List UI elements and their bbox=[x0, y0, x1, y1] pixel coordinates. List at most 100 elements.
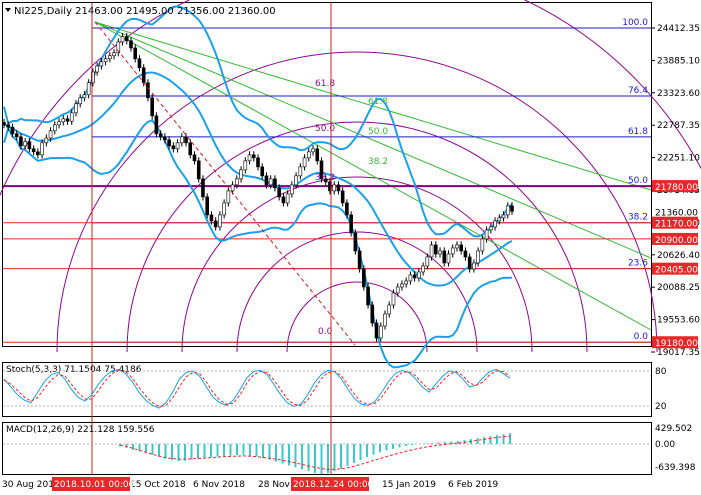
fib-level-label: 100.0 bbox=[622, 18, 648, 28]
time-axis-label: 15 Jan 2019 bbox=[382, 480, 436, 490]
price-tick-label: 19553.60 bbox=[657, 316, 700, 326]
candle-body bbox=[112, 52, 116, 57]
candle-body bbox=[251, 154, 256, 159]
candle-body bbox=[91, 71, 95, 84]
level-price-tag bbox=[652, 180, 698, 193]
candle-body bbox=[205, 196, 209, 216]
candle-body bbox=[501, 214, 506, 219]
candle-body bbox=[429, 244, 434, 258]
candle-body bbox=[472, 262, 476, 270]
current-price-tag bbox=[652, 205, 698, 218]
candle-body bbox=[19, 136, 23, 147]
candle-body bbox=[108, 55, 112, 60]
candle-body bbox=[171, 145, 176, 150]
candle-body bbox=[146, 82, 150, 99]
candle-body bbox=[489, 226, 493, 231]
candle-body bbox=[306, 151, 311, 159]
candle-body bbox=[124, 36, 129, 42]
time-axis-label: 15 Oct 2018 bbox=[130, 480, 186, 490]
main-pane-header: NI225,Daily 21463.00 21495.00 21356.00 2… bbox=[14, 6, 276, 17]
fib-arc-label: 50.0 bbox=[315, 124, 335, 134]
time-axis-label: 6 Nov 2018 bbox=[193, 480, 245, 490]
candle-body bbox=[421, 265, 425, 273]
candle-body bbox=[277, 187, 281, 198]
time-highlight-tag bbox=[291, 477, 369, 491]
candle-body bbox=[357, 250, 362, 270]
candle-body bbox=[27, 141, 32, 150]
candle-body bbox=[235, 178, 239, 186]
candle-body bbox=[459, 244, 464, 252]
time-axis-label: 6 Feb 2019 bbox=[448, 480, 499, 490]
stoch-level-80-label: 80 bbox=[655, 367, 667, 377]
candle-body bbox=[65, 118, 70, 122]
fib-level-label: 0.0 bbox=[634, 332, 649, 342]
candle-body bbox=[412, 274, 417, 279]
macd-histogram bbox=[119, 433, 511, 475]
candlestick-series bbox=[2, 32, 514, 342]
candle-body bbox=[2, 122, 6, 126]
candle-body bbox=[256, 157, 260, 168]
candle-body bbox=[505, 205, 510, 216]
candle-body bbox=[264, 175, 269, 186]
stoch-main-line bbox=[3, 368, 511, 409]
candle-body bbox=[137, 58, 142, 69]
time-highlight-tag bbox=[52, 477, 130, 491]
macd-level-top: 429.502 bbox=[655, 424, 692, 434]
candle-body bbox=[180, 136, 184, 144]
candle-body bbox=[184, 136, 188, 144]
candle-body bbox=[315, 148, 320, 162]
candle-body bbox=[133, 47, 138, 60]
time-axis-label: 28 Nov 2018 bbox=[258, 480, 316, 490]
candle-body bbox=[218, 214, 222, 228]
fib-arc bbox=[126, 121, 588, 353]
candle-body bbox=[510, 205, 514, 212]
macd-level-bottom: -639.398 bbox=[655, 463, 696, 473]
level-price-tag-text: 20405.00 bbox=[655, 266, 698, 276]
stoch-pane-border bbox=[2, 362, 652, 417]
candle-body bbox=[362, 268, 366, 288]
candle-body bbox=[23, 141, 27, 147]
candle-body bbox=[260, 166, 265, 177]
candle-body bbox=[433, 244, 438, 255]
candle-body bbox=[57, 121, 61, 126]
candle-body bbox=[154, 115, 159, 135]
price-tick-label: 23885.10 bbox=[657, 56, 700, 66]
macd-signal-line bbox=[119, 435, 511, 470]
level-price-tag-text: 19180.00 bbox=[655, 339, 698, 349]
price-tick-label: 24412.35 bbox=[657, 24, 700, 34]
candle-body bbox=[36, 151, 40, 156]
fib-level-label: 23.6 bbox=[628, 259, 648, 269]
candle-body bbox=[319, 160, 324, 180]
chevron-down-icon[interactable] bbox=[5, 8, 11, 12]
fib-fan-label: 38.2 bbox=[368, 157, 388, 167]
time-highlight-text: 2018.10.01 00:00 bbox=[54, 480, 135, 490]
candle-body bbox=[340, 190, 345, 204]
price-tick-label: 22251.10 bbox=[657, 154, 700, 164]
fib-diagonal-line[interactable] bbox=[94, 21, 356, 346]
candle-body bbox=[425, 256, 430, 267]
candle-body bbox=[175, 142, 180, 150]
price-tick-label: 20088.25 bbox=[657, 283, 700, 293]
candle-body bbox=[188, 142, 193, 156]
candle-body bbox=[298, 166, 303, 177]
candle-body bbox=[311, 148, 315, 153]
candle-body bbox=[446, 253, 451, 264]
candle-body bbox=[192, 154, 197, 162]
candle-body bbox=[116, 41, 121, 54]
candle-body bbox=[222, 202, 226, 216]
candle-body bbox=[44, 137, 49, 144]
candle-body bbox=[10, 126, 15, 135]
macd-pane-header: MACD(12,26,9) 221.128 159.556 bbox=[6, 425, 155, 435]
candle-body bbox=[302, 157, 307, 168]
fib-fan-line bbox=[94, 21, 652, 259]
fib-level-label: 50.0 bbox=[628, 176, 648, 186]
price-level-tags: 21360.00 21780.00 21170.00 20900.00 20405.00… bbox=[652, 180, 698, 349]
candle-body bbox=[86, 82, 91, 96]
bollinger-middle bbox=[3, 71, 513, 287]
candle-body bbox=[378, 325, 383, 339]
candle-body bbox=[82, 94, 87, 99]
main-pane-border bbox=[2, 2, 652, 347]
candle-body bbox=[40, 142, 44, 156]
candle-body bbox=[14, 133, 19, 138]
